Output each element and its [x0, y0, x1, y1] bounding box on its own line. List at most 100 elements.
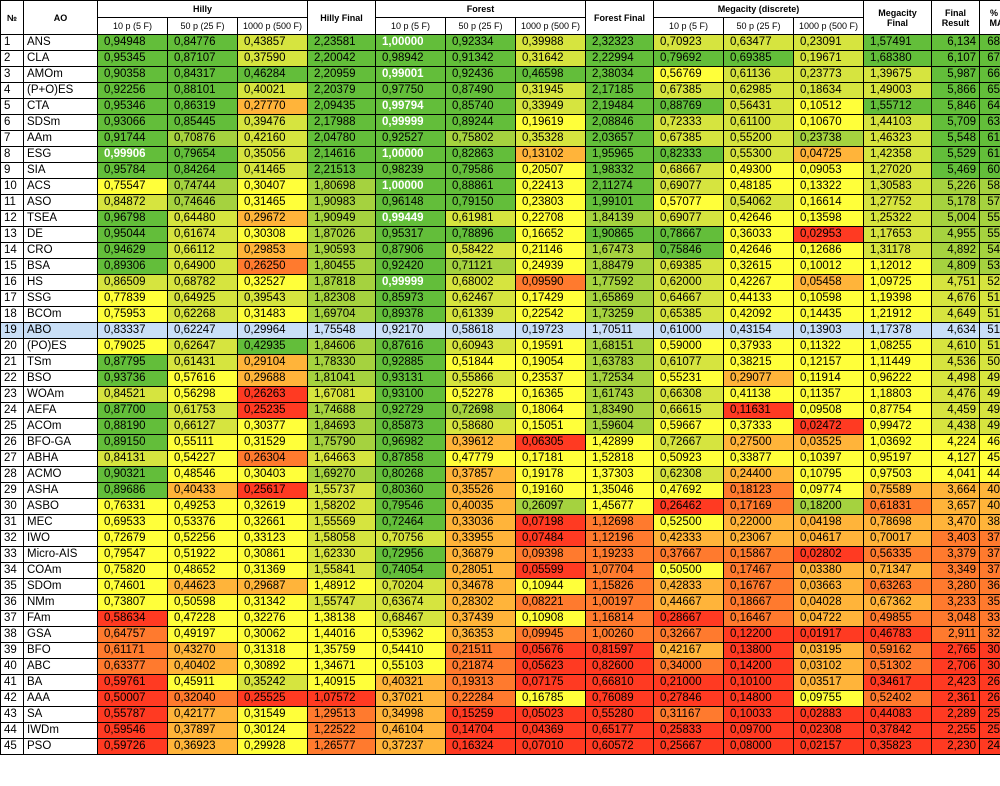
table-row[interactable]: 32 IWO 0,72679 0,52256 0,33123 1,58058 0,70756…	[0, 530, 1000, 547]
score-cell[interactable]: 0,51844	[445, 354, 516, 371]
score-cell[interactable]: 2,20042	[307, 50, 376, 67]
score-cell[interactable]: 0,63674	[375, 594, 446, 611]
pct-max-cell[interactable]: 26,93	[979, 674, 1000, 691]
score-cell[interactable]: 0,69077	[653, 210, 725, 227]
score-cell[interactable]: 0,70204	[375, 578, 446, 595]
pct-max-cell[interactable]: 67,86	[979, 50, 1000, 67]
table-row[interactable]: 3 AMOm 0,90358 0,84317 0,46284 2,20959 0,99001…	[0, 66, 1000, 83]
header-forest-1000[interactable]: 1000 p (500 F)	[514, 17, 587, 35]
score-cell[interactable]: 1,98332	[585, 162, 655, 179]
final-result-cell[interactable]: 4,892	[931, 242, 981, 259]
score-cell[interactable]: 0,68467	[375, 610, 446, 627]
score-cell[interactable]: 0,04617	[793, 530, 865, 547]
score-cell[interactable]: 0,87700	[97, 402, 168, 419]
score-cell[interactable]: 0,23773	[793, 66, 865, 83]
row-number[interactable]: 20	[0, 338, 24, 355]
score-cell[interactable]: 0,61339	[445, 306, 516, 323]
score-cell[interactable]: 0,51302	[863, 658, 933, 675]
score-cell[interactable]: 2,03657	[585, 130, 655, 147]
row-number[interactable]: 10	[0, 178, 24, 195]
algorithm-name[interactable]: (P+O)ES	[23, 82, 98, 99]
score-cell[interactable]: 0,61753	[167, 402, 238, 419]
score-cell[interactable]: 0,27846	[653, 690, 725, 707]
score-cell[interactable]: 0,78667	[653, 226, 725, 243]
score-cell[interactable]: 0,79546	[375, 498, 446, 515]
score-cell[interactable]: 0,50007	[97, 690, 168, 707]
score-cell[interactable]: 1,11449	[863, 354, 933, 371]
score-cell[interactable]: 0,09590	[514, 274, 587, 291]
score-cell[interactable]: 1,59604	[585, 418, 655, 435]
score-cell[interactable]: 0,64925	[167, 290, 238, 307]
table-row[interactable]: 28 ACMO 0,90321 0,48546 0,30403 1,69270 0,8026…	[0, 466, 1000, 483]
row-number[interactable]: 17	[0, 290, 24, 307]
row-number[interactable]: 35	[0, 578, 24, 595]
score-cell[interactable]: 0,30861	[237, 546, 308, 563]
score-cell[interactable]: 1,07572	[307, 690, 376, 707]
score-cell[interactable]: 0,41138	[723, 386, 795, 403]
score-cell[interactable]: 0,47228	[167, 610, 238, 627]
algorithm-name[interactable]: SA	[23, 706, 98, 723]
score-cell[interactable]: 0,49300	[723, 162, 795, 179]
final-result-cell[interactable]: 4,955	[931, 226, 981, 243]
table-row[interactable]: 8 ESG 0,99906 0,79654 0,35056 2,14616 1,00000 0…	[0, 146, 1000, 163]
score-cell[interactable]: 0,29688	[237, 370, 308, 387]
score-cell[interactable]: 0,89306	[97, 258, 168, 275]
table-row[interactable]: 13 DE 0,95044 0,61674 0,30308 1,87026 0,95317 0…	[0, 226, 1000, 243]
score-cell[interactable]: 0,30403	[237, 466, 308, 483]
score-cell[interactable]: 0,89150	[97, 434, 168, 451]
score-cell[interactable]: 1,38138	[307, 610, 376, 627]
score-cell[interactable]: 0,62268	[167, 306, 238, 323]
final-result-cell[interactable]: 2,911	[931, 626, 981, 643]
score-cell[interactable]: 1,57491	[863, 34, 933, 51]
score-cell[interactable]: 0,54410	[375, 642, 446, 659]
score-cell[interactable]: 0,22413	[514, 178, 587, 195]
score-cell[interactable]: 0,66127	[167, 418, 238, 435]
score-cell[interactable]: 0,23091	[793, 34, 865, 51]
score-cell[interactable]: 0,97750	[375, 82, 446, 99]
score-cell[interactable]: 0,19723	[514, 322, 587, 339]
score-cell[interactable]: 0,13322	[793, 178, 865, 195]
row-number[interactable]: 26	[0, 434, 24, 451]
score-cell[interactable]: 1,84606	[307, 338, 376, 355]
score-cell[interactable]: 0,37333	[723, 418, 795, 435]
score-cell[interactable]: 0,79692	[653, 50, 725, 67]
score-cell[interactable]: 0,98942	[375, 50, 446, 67]
score-cell[interactable]: 0,88769	[653, 98, 725, 115]
score-cell[interactable]: 0,44133	[723, 290, 795, 307]
score-cell[interactable]: 0,55103	[375, 658, 446, 675]
score-cell[interactable]: 0,55787	[97, 706, 168, 723]
score-cell[interactable]: 0,63477	[723, 34, 795, 51]
final-result-cell[interactable]: 3,664	[931, 482, 981, 499]
final-result-cell[interactable]: 3,280	[931, 578, 981, 595]
table-row[interactable]: 18 BCOm 0,75953 0,62268 0,31483 1,69704 0,8937…	[0, 306, 1000, 323]
score-cell[interactable]: 0,71121	[445, 258, 516, 275]
score-cell[interactable]: 0,59000	[653, 338, 725, 355]
score-cell[interactable]: 0,99001	[375, 66, 446, 83]
score-cell[interactable]: 1,75548	[307, 322, 376, 339]
score-cell[interactable]: 0,13598	[793, 210, 865, 227]
score-cell[interactable]: 0,66810	[585, 674, 655, 691]
header-pct-max[interactable]: % of MAX	[979, 0, 1000, 35]
score-cell[interactable]: 0,75547	[97, 178, 168, 195]
score-cell[interactable]: 0,99794	[375, 98, 446, 115]
algorithm-name[interactable]: BFO-GA	[23, 434, 98, 451]
score-cell[interactable]: 0,53962	[375, 626, 446, 643]
score-cell[interactable]: 0,45911	[167, 674, 238, 691]
score-cell[interactable]: 0,70017	[863, 530, 933, 547]
score-cell[interactable]: 0,37590	[237, 50, 308, 67]
score-cell[interactable]: 0,18667	[723, 594, 795, 611]
score-cell[interactable]: 0,71347	[863, 562, 933, 579]
score-cell[interactable]: 0,01917	[793, 626, 865, 643]
score-cell[interactable]: 1,17378	[863, 322, 933, 339]
final-result-cell[interactable]: 5,987	[931, 66, 981, 83]
header-num[interactable]: №	[0, 0, 24, 35]
score-cell[interactable]: 0,07198	[514, 514, 587, 531]
score-cell[interactable]: 0,54227	[167, 450, 238, 467]
score-cell[interactable]: 0,19054	[514, 354, 587, 371]
score-cell[interactable]: 0,67385	[653, 130, 725, 147]
score-cell[interactable]: 0,37933	[723, 338, 795, 355]
score-cell[interactable]: 0,18634	[793, 82, 865, 99]
pct-max-cell[interactable]: 26,23	[979, 690, 1000, 707]
score-cell[interactable]: 0,75589	[863, 482, 933, 499]
score-cell[interactable]: 0,58422	[445, 242, 516, 259]
